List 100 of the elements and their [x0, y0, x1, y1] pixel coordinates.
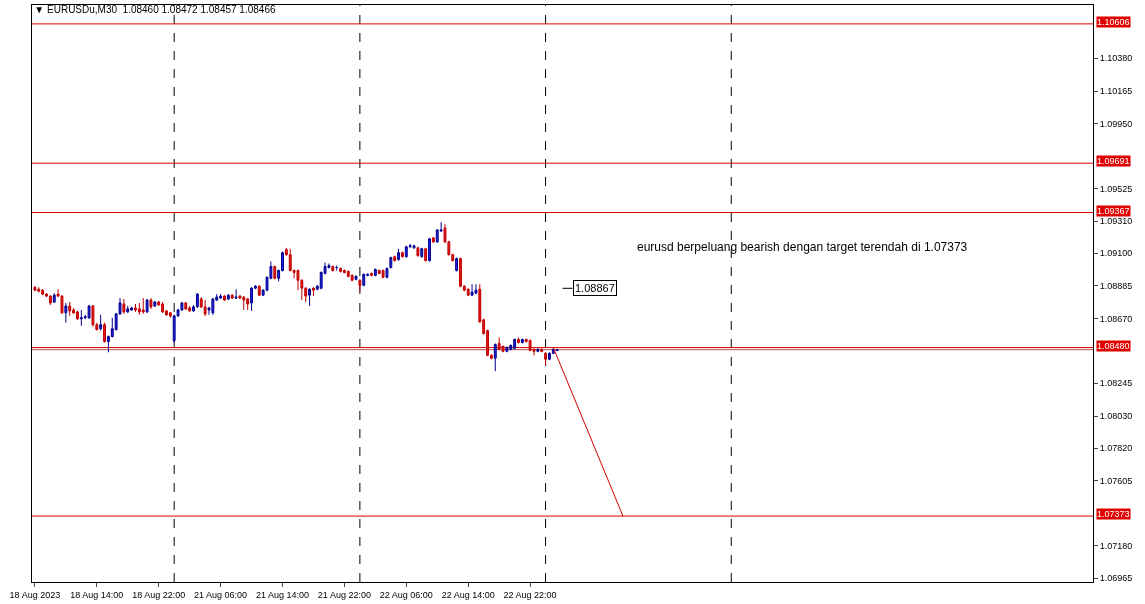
y-tick-label: 1.06965 [1099, 573, 1133, 584]
candlestick [555, 348, 559, 352]
ref-line-label: 1.09367 [1097, 206, 1130, 216]
y-tick-label: 1.07605 [1099, 475, 1133, 486]
chart-title: ▼ EURUSDu,M30 1.08460 1.08472 1.08457 1.08466 [34, 4, 276, 16]
candlestick [346, 270, 350, 278]
y-tick-label: 1.08245 [1099, 378, 1133, 389]
candlestick [257, 284, 261, 297]
candlestick [48, 294, 52, 306]
x-tick-label: 21 Aug 14:00 [255, 589, 310, 600]
candlestick [41, 288, 45, 296]
candlestick [250, 286, 253, 312]
candlestick [91, 304, 95, 328]
y-tick-label: 1.07820 [1099, 443, 1133, 454]
x-tick-label: 22 Aug 06:00 [379, 589, 433, 600]
candlestick [153, 300, 157, 308]
candlestick [137, 302, 141, 316]
candlestick [400, 251, 404, 259]
candlestick [273, 264, 277, 280]
candlestick [513, 338, 517, 350]
candlestick [242, 296, 246, 311]
candlestick [358, 278, 362, 292]
y-tick-label: 1.07180 [1099, 540, 1133, 551]
candlestick [520, 338, 524, 344]
candlestick [203, 299, 207, 317]
candlestick [188, 305, 192, 313]
candlestick [331, 264, 335, 272]
candlestick [350, 273, 354, 282]
candlestick [87, 304, 91, 320]
candlestick [168, 312, 172, 319]
candlestick [493, 342, 497, 372]
y-tick-label: 1.10380 [1099, 53, 1133, 64]
x-tick-label: 18 Aug 2023 [9, 589, 61, 600]
candlestick [536, 347, 540, 353]
candlestick [246, 297, 250, 311]
candlestick [339, 268, 342, 273]
candlestick [412, 244, 416, 250]
candlestick [141, 297, 145, 315]
candlestick [149, 297, 153, 310]
candlestick [474, 283, 478, 294]
candlestick [505, 345, 509, 353]
candlestick [470, 283, 474, 296]
candlestick [528, 338, 532, 352]
candlestick [52, 292, 56, 304]
candlestick [466, 287, 470, 297]
candlestick [540, 347, 544, 353]
candlestick [99, 314, 103, 332]
candlestick [548, 351, 551, 361]
candlestick [459, 257, 462, 288]
annotation: 1.08867 [575, 282, 615, 294]
ref-line-label: 1.08480 [1097, 341, 1130, 351]
candlestick [428, 237, 431, 263]
candlestick [33, 286, 37, 292]
candlestick [211, 297, 215, 316]
y-tick-label: 1.09310 [1099, 216, 1133, 227]
annotation: eurusd berpeluang bearish dengan target terendah di 1.07373 [637, 240, 968, 254]
x-tick-label: 18 Aug 22:00 [132, 589, 186, 600]
candlestick [327, 263, 331, 270]
candlestick [312, 286, 315, 297]
candlestick [397, 248, 401, 262]
candlestick [420, 247, 424, 259]
candlestick [455, 257, 459, 272]
candlestick [354, 274, 358, 280]
candlestick [122, 298, 126, 315]
ref-line-label: 1.07373 [1097, 509, 1130, 519]
candlestick [230, 294, 234, 300]
candlestick [64, 302, 68, 324]
y-tick-label: 1.08885 [1099, 281, 1133, 292]
candlestick [184, 301, 188, 311]
candlestick [130, 306, 134, 312]
candlestick [373, 268, 377, 277]
candlestick [37, 286, 41, 293]
candlestick [195, 292, 199, 309]
candlestick [497, 337, 501, 351]
candlestick [68, 301, 72, 317]
candlestick [424, 247, 428, 263]
candlestick [126, 305, 130, 313]
y-tick-label: 1.08670 [1099, 313, 1133, 324]
candlestick [342, 268, 346, 274]
y-tick-label: 1.09525 [1099, 183, 1133, 194]
candlestick [393, 255, 397, 263]
candlestick [219, 293, 223, 300]
x-tick-label: 22 Aug 22:00 [503, 589, 557, 600]
candlestick [223, 294, 226, 302]
candlestick [226, 293, 230, 301]
y-tick-label: 1.08030 [1099, 411, 1133, 422]
candlestick [431, 236, 435, 244]
x-tick-label: 18 Aug 14:00 [70, 589, 124, 600]
x-tick-label: 21 Aug 06:00 [194, 589, 248, 600]
x-tick-label: 21 Aug 22:00 [317, 589, 371, 600]
candlestick [404, 245, 408, 259]
candlestick [134, 303, 137, 313]
candlestick [517, 337, 520, 344]
ref-line-label: 1.09691 [1097, 156, 1130, 166]
candlestick [161, 301, 165, 314]
candlestick [145, 298, 149, 314]
y-tick-label: 1.09950 [1099, 118, 1133, 129]
y-tick-label: 1.09100 [1099, 248, 1133, 259]
candlestick [308, 287, 312, 307]
candlestick [377, 270, 381, 275]
